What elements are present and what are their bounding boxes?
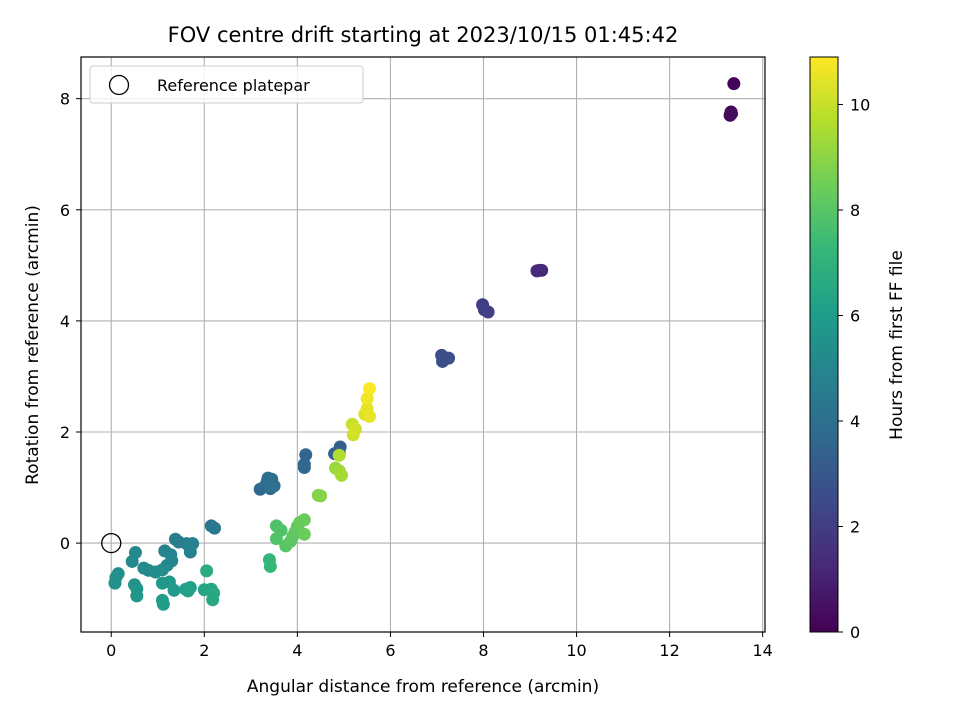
scatter-point — [206, 593, 220, 607]
scatter-point — [362, 409, 376, 423]
scatter-point — [108, 576, 122, 590]
scatter-point — [335, 468, 349, 482]
scatter-point — [181, 584, 195, 598]
scatter-point — [362, 382, 376, 396]
colorbar-ticks: 0 2 4 6 8 10 — [838, 95, 870, 642]
scatter-point — [297, 527, 311, 541]
scatter-point — [314, 489, 328, 503]
colorbar-tick-label: 0 — [850, 623, 860, 642]
colorbar-tick-label: 10 — [850, 95, 870, 114]
colorbar-tick-label: 6 — [850, 306, 860, 325]
scatter-point — [297, 461, 311, 475]
scatter-point — [727, 77, 741, 91]
reference-platepar-marker — [101, 532, 122, 554]
scatter-point — [200, 564, 214, 578]
scatter-point — [263, 482, 277, 496]
y-axis-ticks: 0 2 4 6 8 — [60, 90, 81, 553]
scatter-point — [269, 532, 283, 546]
x-tick-label: 14 — [752, 641, 772, 660]
x-tick-label: 12 — [659, 641, 679, 660]
scatter-point — [360, 392, 374, 406]
plot-frame — [80, 56, 766, 633]
scatter-point — [155, 563, 169, 577]
y-tick-label: 2 — [60, 423, 70, 442]
y-tick-label: 8 — [60, 90, 70, 109]
x-axis-label: Angular distance from reference (arcmin) — [247, 677, 599, 697]
scatter-point — [532, 263, 546, 277]
scatter-point — [436, 354, 450, 368]
x-tick-label: 2 — [199, 641, 209, 660]
scatter-points — [108, 77, 741, 611]
scatter-point — [167, 583, 181, 597]
scatter-point — [156, 597, 170, 611]
colorbar-tick-label: 8 — [850, 201, 860, 220]
legend-reference-marker — [108, 74, 130, 96]
x-tick-label: 4 — [292, 641, 302, 660]
scatter-point — [130, 589, 144, 603]
x-tick-label: 0 — [106, 641, 116, 660]
scatter-point — [208, 521, 222, 535]
colorbar-tick-label: 2 — [850, 517, 860, 536]
y-axis-label: Rotation from reference (arcmin) — [23, 205, 43, 485]
scatter-point — [481, 305, 495, 319]
scatter-point — [125, 554, 139, 568]
scatter-point — [183, 545, 197, 559]
y-tick-label: 0 — [60, 534, 70, 553]
x-axis-ticks: 0 2 4 6 8 10 12 14 — [106, 632, 773, 660]
x-tick-label: 6 — [385, 641, 395, 660]
y-tick-label: 6 — [60, 201, 70, 220]
legend-entry-reference-platepar: Reference platepar — [157, 76, 310, 95]
legend: Reference platepar — [89, 65, 364, 104]
reference-layer — [101, 532, 122, 554]
scatter-point — [297, 513, 311, 527]
x-tick-label: 10 — [566, 641, 586, 660]
x-tick-label: 8 — [478, 641, 488, 660]
scatter-point — [349, 422, 363, 436]
scatter-point — [332, 448, 346, 462]
scatter-point — [263, 559, 277, 573]
colorbar — [809, 56, 839, 633]
colorbar-label: Hours from first FF file — [887, 250, 907, 440]
legend-box — [89, 65, 364, 104]
scatter-point — [724, 107, 738, 121]
y-tick-label: 4 — [60, 312, 70, 331]
chart-title: FOV centre drift starting at 2023/10/15 … — [168, 23, 679, 47]
colorbar-tick-label: 4 — [850, 412, 860, 431]
